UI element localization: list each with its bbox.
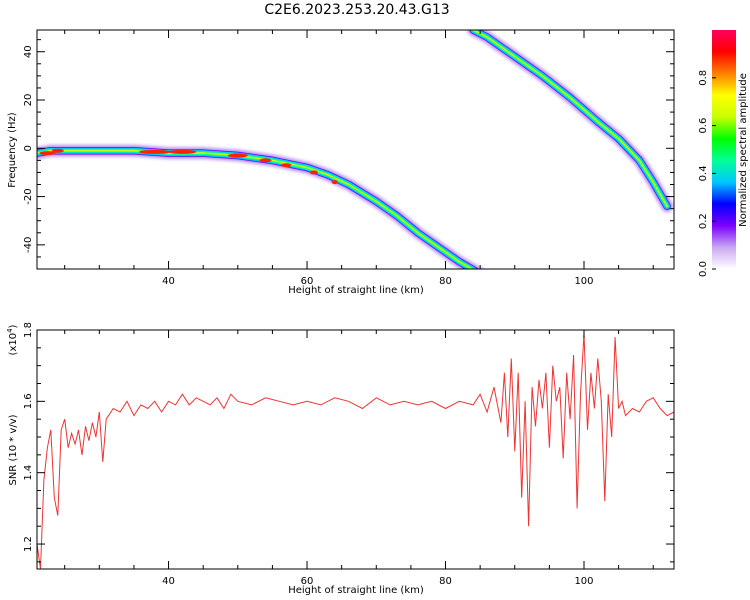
spectrogram-peak — [259, 158, 272, 163]
spectrogram-x-ticks: 40 60 80 100 — [64, 30, 654, 287]
spectrogram-x-label: Height of straight line (km) — [288, 285, 424, 296]
spectrogram-traces — [37, 30, 674, 269]
spectrogram-y-ticks: -40 -20 0 20 40 — [23, 39, 674, 258]
snr-frame — [36, 329, 675, 570]
snr-panel: 40 60 80 100 1.2 1.4 1.6 1.8 Height of straigh… — [6, 322, 675, 596]
snr-x-tick-label: 100 — [574, 576, 593, 587]
spectrogram-y-tick-label: -20 — [23, 188, 34, 204]
snr-y-label: SNR (10 * v/v) — [8, 414, 19, 485]
spectrogram-trace-1 — [469, 30, 671, 210]
colorbar-tick-label: 0.4 — [698, 165, 709, 181]
snr-x-tick-label: 60 — [301, 576, 314, 587]
spectrogram-x-tick-label: 100 — [574, 276, 593, 287]
snr-y-tick-label: 1.6 — [23, 393, 34, 409]
snr-x-label: Height of straight line (km) — [288, 585, 424, 596]
snr-series-line — [36, 333, 675, 570]
spectrogram-peak — [138, 149, 171, 154]
spectrogram-peak — [309, 170, 318, 175]
spectrogram-trace-0 — [37, 145, 482, 269]
spectrogram-y-tick-label: -40 — [23, 237, 34, 253]
colorbar-tick-label: 0.0 — [698, 261, 709, 277]
spectrogram-trace-1 — [470, 30, 671, 210]
spectrogram-frame — [36, 29, 675, 270]
spectrogram-trace-0 — [37, 148, 476, 269]
spectrogram-peak — [51, 148, 64, 153]
spectrogram-y-tick-label: 0 — [23, 145, 34, 151]
spectrogram-trace-1 — [471, 30, 669, 208]
spectrogram-trace-1 — [472, 30, 668, 207]
spectrogram-y-label: Frequency (Hz) — [7, 112, 18, 188]
spectrogram-x-tick-label: 80 — [439, 276, 452, 287]
colorbar-tick-label: 0.6 — [698, 118, 709, 134]
colorbar-label: Normalized spectral amplitude — [738, 73, 749, 227]
spectrogram-trace-0 — [37, 146, 480, 269]
spectrogram-peak — [39, 151, 56, 156]
figure-title: C2E6.2023.253.20.43.G13 — [264, 2, 449, 18]
spectrogram-peak — [281, 163, 292, 168]
snr-y-ticks: 1.2 1.4 1.6 1.8 — [23, 322, 674, 563]
spectrogram-trace-1 — [468, 30, 673, 212]
spectrogram-y-tick-label: 20 — [23, 94, 34, 107]
colorbar-tick-label: 0.2 — [698, 213, 709, 229]
snr-x-tick-label: 40 — [162, 576, 175, 587]
spectrogram-x-tick-label: 60 — [301, 276, 314, 287]
spectrogram-trace-0 — [37, 143, 486, 269]
spectrogram-panel: 40 60 80 100 -40 -20 0 20 40 Height of straight… — [7, 29, 675, 296]
spectrogram-trace-0 — [37, 147, 478, 269]
snr-y-tick-label: 1.8 — [23, 322, 34, 338]
spectrogram-y-tick-label: 40 — [23, 45, 34, 58]
spectrogram-trace-1 — [466, 30, 674, 214]
snr-y-tick-label: 1.2 — [23, 536, 34, 552]
snr-x-ticks: 40 60 80 100 — [64, 330, 654, 587]
snr-x-tick-label: 80 — [439, 576, 452, 587]
snr-y-tick-label: 1.4 — [23, 465, 34, 481]
colorbar-tick-label: 0.8 — [698, 70, 709, 86]
spectrogram-x-tick-label: 40 — [162, 276, 175, 287]
spectrogram-peak — [168, 149, 197, 154]
spectrogram-trace-0 — [37, 149, 474, 269]
spectrogram-peak — [331, 180, 338, 185]
spectrogram-peak — [227, 153, 248, 158]
colorbar-scale — [712, 30, 736, 269]
colorbar-ticks: 0.0 0.2 0.4 0.6 0.8 — [698, 70, 716, 277]
colorbar: 0.0 0.2 0.4 0.6 0.8 Normalized spectral ampl… — [698, 30, 749, 277]
snr-multiplier-label: (x104) — [6, 324, 19, 355]
